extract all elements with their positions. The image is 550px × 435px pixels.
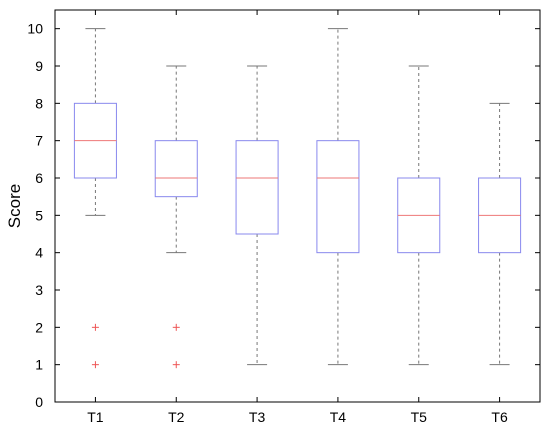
box-iqr (316, 140, 360, 254)
box-iqr (235, 140, 279, 235)
y-tick-label: 4 (35, 245, 43, 261)
box-group-t2 (154, 65, 198, 369)
y-tick-label: 7 (35, 133, 43, 149)
x-tick-label: T2 (168, 409, 185, 425)
box-group-t3 (235, 65, 279, 366)
y-tick-label: 2 (35, 319, 43, 335)
boxes (73, 28, 522, 369)
box-group-t5 (397, 65, 441, 366)
y-tick-label: 10 (27, 21, 43, 37)
box-group-t6 (478, 102, 522, 366)
box-group-t4 (316, 28, 360, 366)
x-tick-label: T3 (249, 409, 266, 425)
x-tick-label: T4 (330, 409, 347, 425)
y-axis-label: Score (5, 184, 24, 228)
y-tick-label: 0 (35, 394, 43, 410)
outlier-marker (172, 361, 180, 369)
y-tick-label: 8 (35, 95, 43, 111)
x-tick-label: T5 (411, 409, 428, 425)
outlier-marker (91, 323, 99, 331)
y-tick-label: 6 (35, 170, 43, 186)
plot-frame (54, 9, 541, 403)
y-tick-label: 9 (35, 58, 43, 74)
x-tick-label: T1 (87, 409, 104, 425)
outlier-marker (172, 323, 180, 331)
outlier-marker (91, 361, 99, 369)
y-tick-label: 5 (35, 207, 43, 223)
box-group-t1 (73, 28, 117, 369)
x-axis: T1 T2 T3 T4 T5 T6 (87, 10, 508, 425)
box-iqr (154, 140, 198, 198)
y-axis: 0 1 2 3 4 5 6 7 8 9 10 (27, 21, 540, 410)
y-tick-label: 1 (35, 357, 43, 373)
x-tick-label: T6 (491, 409, 508, 425)
y-tick-label: 3 (35, 282, 43, 298)
